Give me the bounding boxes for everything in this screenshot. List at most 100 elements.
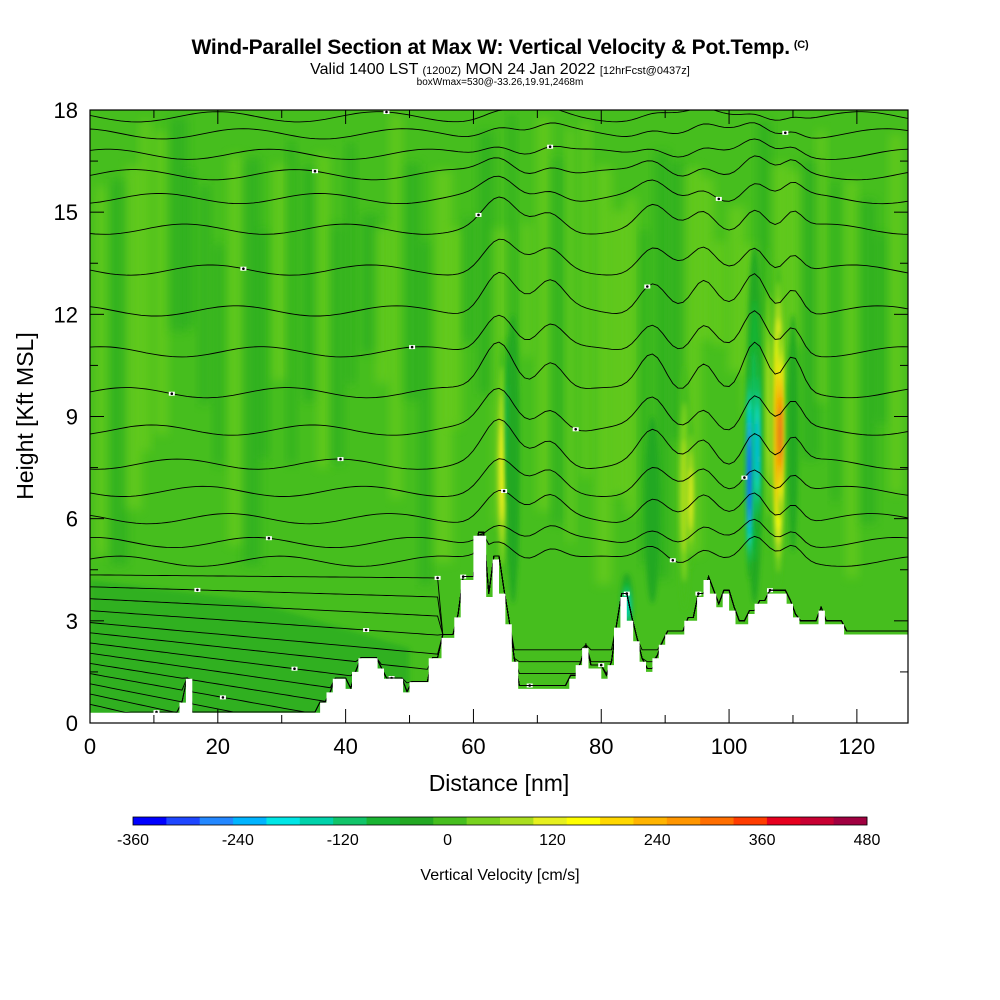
w-contour-band: [766, 338, 771, 482]
isentrope-label-dot: [364, 628, 368, 632]
subtitle-valid: Valid 1400 LST: [310, 61, 419, 78]
colorbar-tick-label: -120: [327, 832, 359, 849]
colorbar-swatch: [166, 817, 201, 825]
colorbar-tick-label: 360: [749, 832, 776, 849]
isentrope-label-dot: [502, 489, 506, 493]
x-axis-ticks: 0 20 40 60 80 100 120: [84, 110, 875, 759]
w-contour-band: [506, 314, 520, 604]
colorbar-swatch: [566, 817, 601, 825]
colorbar-swatch: [433, 817, 468, 825]
field-streak: [419, 240, 432, 585]
colorbar-tick-label: 120: [539, 832, 566, 849]
colorbar-swatch: [133, 817, 167, 825]
colorbar-swatch: [199, 817, 234, 825]
field-streak: [405, 163, 421, 400]
terrain-mask: [90, 535, 908, 723]
field-streak: [537, 117, 551, 511]
isentrope-line: [90, 310, 908, 358]
colorbar-swatch: [600, 817, 634, 825]
field-streak: [581, 121, 591, 477]
colorbar-swatch: [500, 817, 534, 825]
field-streak: [640, 230, 649, 565]
background-streaks: [90, 113, 903, 723]
field-streak: [243, 157, 261, 566]
isentrope-line: [90, 271, 908, 317]
w-contour-band: [499, 422, 506, 522]
colorbar-swatch: [833, 817, 868, 825]
w-contour-band: [748, 445, 751, 511]
field-streak: [801, 160, 820, 460]
isentrope-label-dot: [574, 428, 577, 431]
x-axis-label: Distance [nm]: [429, 770, 570, 796]
field-streak: [96, 186, 107, 556]
y-tick-label: 0: [66, 711, 78, 736]
isentrope-line: [90, 531, 908, 651]
field-streak: [787, 170, 803, 347]
colorbar-swatch: [766, 817, 801, 825]
isentrope-line: [90, 418, 908, 470]
subtitle-zulu: (1200Z): [422, 65, 462, 77]
w-feature-2: [506, 314, 520, 604]
y-tick-label: 15: [54, 200, 78, 225]
field-streak: [875, 233, 888, 424]
isentrope-label-dot: [170, 392, 174, 396]
field-streak: [272, 164, 288, 381]
colorbar-tick-label: -360: [117, 832, 149, 849]
colorbar-swatch: [466, 817, 501, 825]
isentrope-label-dot: [784, 131, 787, 135]
field-streak: [596, 166, 612, 585]
colorbar-tick-label: 240: [644, 832, 671, 849]
field-streak: [449, 228, 462, 427]
colorbar-swatch: [366, 817, 401, 825]
subtitle-forecast: [12hrFcst@0437z]: [599, 65, 690, 77]
w-feature-10: [764, 246, 773, 553]
isentrope-line: [90, 518, 908, 549]
field-streak: [213, 244, 225, 466]
isentrope-label-dot: [385, 110, 388, 114]
isentrope-label-dot: [410, 345, 414, 349]
field-streak: [713, 241, 726, 346]
field-streak: [199, 184, 210, 404]
isentrope-line: [90, 155, 908, 181]
isentrope-label-dot: [477, 213, 480, 217]
field-streak: [890, 134, 903, 494]
isentrope-line: [90, 534, 908, 567]
isentrope-line: [90, 458, 908, 497]
isentrope-line: [90, 138, 908, 160]
x-tick-label: 40: [333, 734, 357, 759]
w-contour-band: [778, 407, 782, 460]
subtitle-date: MON 24 Jan 2022: [465, 61, 596, 78]
chart-subtitle: Valid 1400 LST (1200Z) MON 24 Jan 2022 […: [0, 61, 1000, 79]
colorbar-tick-label: 0: [443, 832, 452, 849]
w-feature-13: [787, 314, 799, 553]
potential-temperature-contours: [90, 110, 908, 715]
field-streak: [228, 155, 245, 545]
y-axis-ticks: 0 3 6 9 12 15 18: [54, 98, 908, 736]
colorbar-tick-label: -240: [222, 832, 254, 849]
isentrope-label-dot: [548, 145, 552, 148]
isentrope-label-dot: [221, 696, 225, 699]
w-feature-5: [677, 365, 691, 611]
colorbar: -360 -240 -120 0 120 240 360 480: [117, 816, 880, 849]
x-tick-label: 100: [711, 734, 748, 759]
field-streak: [331, 224, 344, 464]
w-feature-4: [644, 416, 661, 604]
isentrope-label-dot: [436, 576, 439, 580]
field-streak: [434, 170, 453, 563]
colorbar-swatch: [333, 817, 367, 825]
isentrope-label-dot: [671, 559, 675, 562]
field-streak: [360, 214, 379, 353]
isentrope-label-dot: [646, 285, 649, 288]
field-streak: [346, 142, 356, 385]
colorbar-swatch: [700, 817, 734, 825]
w-feature-8: [745, 355, 754, 580]
colorbar-swatch: [299, 817, 334, 825]
x-tick-label: 60: [461, 734, 485, 759]
field-streak: [287, 140, 297, 465]
isentrope-label-dot: [717, 197, 721, 201]
colorbar-swatch: [800, 817, 835, 825]
field-streak: [860, 199, 876, 524]
colorbar-frame: [132, 816, 868, 826]
isentrope-line: [90, 196, 908, 235]
